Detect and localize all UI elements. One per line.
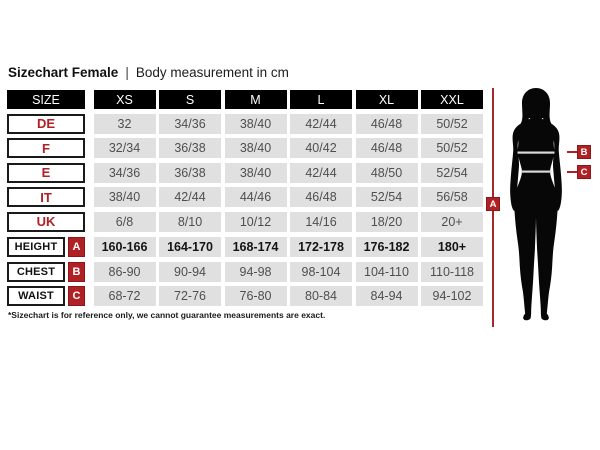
header-cell-xl: XL	[355, 90, 418, 109]
cell-waist-xxl: 94-102	[421, 286, 483, 306]
cell-it-xl: 52/54	[355, 187, 418, 207]
cell-e-m: 38/40	[224, 162, 287, 183]
cell-chest-xl: 104-110	[355, 261, 418, 282]
cell-waist-s: 72-76	[159, 286, 221, 306]
cell-height-l: 172-178	[290, 237, 352, 257]
cell-e-xs: 34/36	[93, 162, 156, 183]
cell-waist-m: 76-80	[224, 286, 287, 306]
cell-e-xxl: 52/54	[421, 162, 483, 183]
cell-uk-xxl: 20+	[421, 211, 483, 232]
cell-e-l: 42/44	[290, 162, 352, 183]
table-row-waist: WAIST C 68-72 72-76 76-80 80-84 84-94 94…	[7, 286, 490, 306]
cell-de-xxl: 50/52	[421, 113, 483, 134]
title-main: Sizechart Female	[8, 65, 119, 80]
table-row-de: DE 32 34/36 38/40 42/44 46/48 50/52	[7, 113, 490, 134]
row-label-de: DE	[7, 113, 85, 134]
cell-height-xl: 176-182	[355, 237, 418, 257]
table-row-height: HEIGHT A 160-166 164-170 168-174 172-178…	[7, 237, 490, 257]
marker-b-badge: B	[577, 145, 591, 159]
chest-measure-line	[517, 151, 555, 154]
waist-marker-connector	[567, 171, 577, 173]
cell-chest-xs: 86-90	[93, 261, 156, 282]
cell-uk-m: 10/12	[224, 211, 287, 232]
waist-measure-line	[521, 170, 552, 173]
table-header-row: SIZE XS S M L XL XXL	[7, 90, 490, 109]
cell-de-m: 38/40	[224, 113, 287, 134]
title-separator: |	[125, 65, 129, 80]
cell-de-xs: 32	[93, 113, 156, 134]
header-cell-s: S	[159, 90, 221, 109]
height-badge-a: A	[68, 237, 85, 257]
table-row-chest: CHEST B 86-90 90-94 94-98 98-104 104-110…	[7, 261, 490, 282]
row-label-f: F	[7, 138, 85, 158]
cell-it-s: 42/44	[159, 187, 221, 207]
cell-chest-s: 90-94	[159, 261, 221, 282]
cell-chest-l: 98-104	[290, 261, 352, 282]
cell-de-l: 42/44	[290, 113, 352, 134]
cell-f-s: 36/38	[159, 138, 221, 158]
silhouette-body	[510, 111, 562, 321]
cell-uk-l: 14/16	[290, 211, 352, 232]
cell-it-l: 46/48	[290, 187, 352, 207]
cell-height-xs: 160-166	[93, 237, 156, 257]
cell-uk-xl: 18/20	[355, 211, 418, 232]
header-cell-xxl: XXL	[421, 90, 483, 109]
female-silhouette-figure	[510, 88, 562, 321]
chest-marker-connector	[567, 151, 577, 153]
cell-f-l: 40/42	[290, 138, 352, 158]
cell-waist-xs: 68-72	[93, 286, 156, 306]
row-label-waist: WAIST	[7, 286, 65, 306]
table-row-f: F 32/34 36/38 38/40 40/42 46/48 50/52	[7, 138, 490, 158]
cell-height-s: 164-170	[159, 237, 221, 257]
disclaimer-text: *Sizechart is for reference only, we can…	[8, 310, 326, 320]
header-cell-size: SIZE	[7, 90, 85, 109]
row-label-it: IT	[7, 187, 85, 207]
row-label-chest: CHEST	[7, 261, 65, 282]
marker-a-badge: A	[486, 197, 500, 211]
cell-waist-l: 80-84	[290, 286, 352, 306]
marker-c-badge: C	[577, 165, 591, 179]
row-label-e: E	[7, 162, 85, 183]
table-row-it: IT 38/40 42/44 44/46 46/48 52/54 56/58	[7, 187, 490, 207]
cell-f-xl: 46/48	[355, 138, 418, 158]
cell-height-xxl: 180+	[421, 237, 483, 257]
cell-e-xl: 48/50	[355, 162, 418, 183]
cell-it-m: 44/46	[224, 187, 287, 207]
cell-f-xxl: 50/52	[421, 138, 483, 158]
cell-it-xs: 38/40	[93, 187, 156, 207]
row-label-height: HEIGHT	[7, 237, 65, 257]
cell-chest-m: 94-98	[224, 261, 287, 282]
cell-de-s: 34/36	[159, 113, 221, 134]
waist-badge-c: C	[68, 286, 85, 306]
chest-badge-b: B	[68, 261, 85, 282]
cell-f-xs: 32/34	[93, 138, 156, 158]
header-cell-l: L	[290, 90, 352, 109]
row-label-uk: UK	[7, 211, 85, 232]
cell-f-m: 38/40	[224, 138, 287, 158]
cell-de-xl: 46/48	[355, 113, 418, 134]
cell-uk-xs: 6/8	[93, 211, 156, 232]
size-table: SIZE XS S M L XL XXL DE 32 34/36 38/40 4…	[7, 90, 490, 311]
cell-waist-xl: 84-94	[355, 286, 418, 306]
title-subtitle: Body measurement in cm	[135, 65, 289, 80]
cell-chest-xxl: 110-118	[421, 261, 483, 282]
cell-e-s: 36/38	[159, 162, 221, 183]
cell-it-xxl: 56/58	[421, 187, 483, 207]
page-title: Sizechart Female | Body measurement in cm	[8, 65, 289, 80]
table-row-uk: UK 6/8 8/10 10/12 14/16 18/20 20+	[7, 211, 490, 232]
cell-uk-s: 8/10	[159, 211, 221, 232]
header-cell-xs: XS	[93, 90, 156, 109]
header-cell-m: M	[224, 90, 287, 109]
table-row-e: E 34/36 36/38 38/40 42/44 48/50 52/54	[7, 162, 490, 183]
cell-height-m: 168-174	[224, 237, 287, 257]
